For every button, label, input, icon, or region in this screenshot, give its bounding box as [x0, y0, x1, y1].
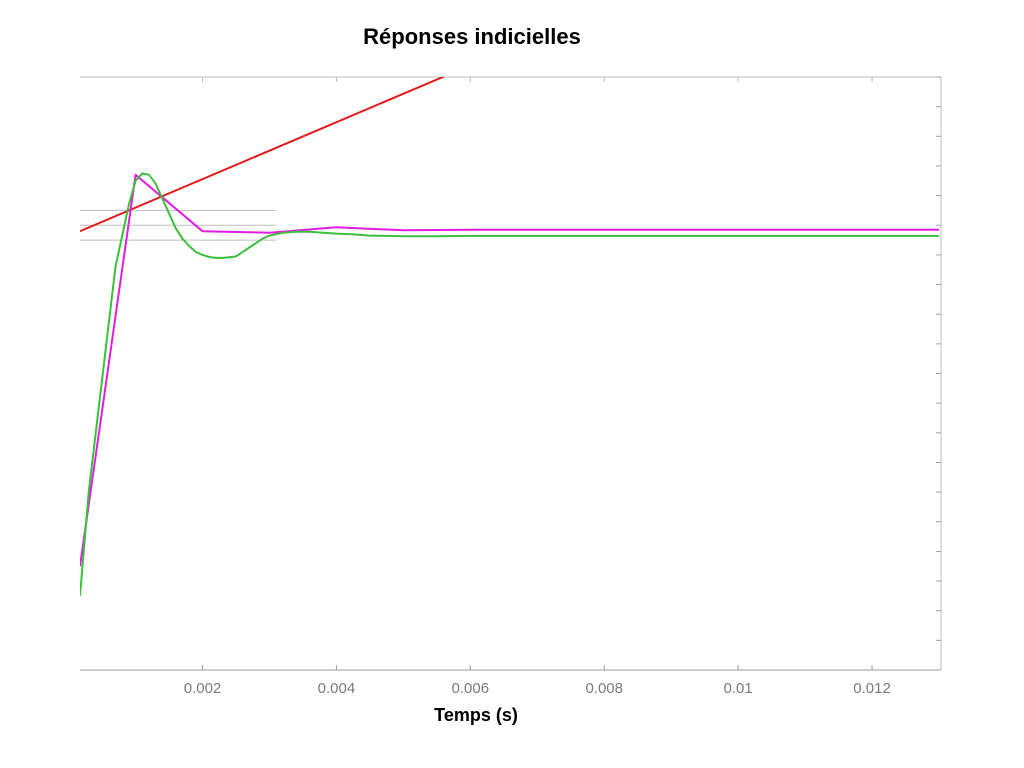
series-line-2 — [80, 173, 939, 567]
series-line-1 — [80, 77, 446, 233]
x-tick-label: 0.012 — [853, 680, 891, 697]
x-tick-label: 0.004 — [318, 680, 356, 697]
x-tick-label: 0.008 — [585, 680, 623, 697]
chart-title: Réponses indicielles — [363, 24, 581, 49]
series-group — [80, 77, 939, 596]
x-tick-label: 0.002 — [184, 680, 222, 697]
x-tick-label: 0.01 — [724, 680, 753, 697]
x-tick-label: 0.006 — [452, 680, 490, 697]
series-line-3 — [80, 172, 939, 596]
x-axis-label: Temps (s) — [434, 705, 518, 725]
